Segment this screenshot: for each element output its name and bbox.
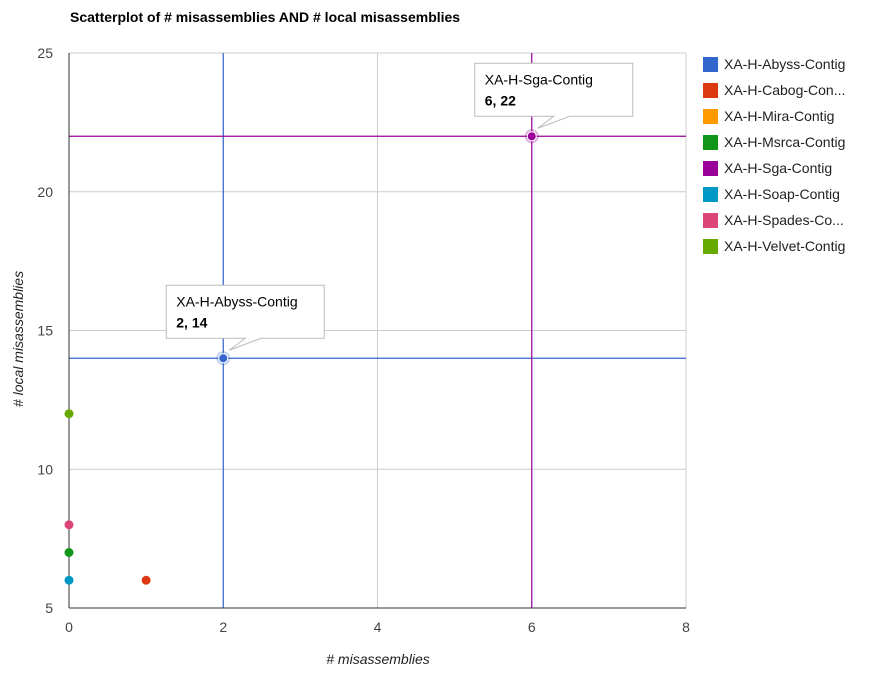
tooltip-box [165,284,325,351]
x-tick-label: 6 [528,619,536,635]
y-tick-label: 15 [37,323,53,339]
chart-title: Scatterplot of # misassemblies AND # loc… [70,9,461,25]
tooltip-value: 6, 22 [485,92,516,108]
y-tick-label: 25 [37,45,53,61]
legend-label: XA-H-Msrca-Contig [724,134,846,150]
data-point[interactable] [141,575,151,585]
legend-label: XA-H-Spades-Co... [724,212,844,228]
data-points [64,129,539,585]
legend-swatch [703,186,718,202]
legend-item[interactable]: XA-H-Cabog-Con... [703,77,845,103]
legend-label: XA-H-Cabog-Con... [724,82,846,98]
legend-swatch [703,56,718,72]
legend-item[interactable]: XA-H-Velvet-Contig [703,233,845,259]
legend-item[interactable]: XA-H-Soap-Contig [703,181,845,207]
data-point[interactable] [64,548,74,557]
legend-swatch [703,212,718,228]
legend-label: XA-H-Mira-Contig [724,108,835,124]
y-tick-label: 5 [45,600,53,616]
x-tick-label: 0 [65,619,73,635]
y-tick-label: 20 [37,184,53,200]
legend: XA-H-Abyss-Contig XA-H-Cabog-Con... XA-H-M… [703,51,845,259]
legend-swatch [703,82,718,98]
data-point[interactable] [64,575,74,585]
x-tick-label: 8 [682,619,690,635]
legend-item[interactable]: XA-H-Sga-Contig [703,155,845,181]
x-axis-title: # misassemblies [326,651,429,667]
legend-label: XA-H-Soap-Contig [724,186,840,202]
legend-swatch [703,134,718,150]
tooltips: XA-H-Abyss-Contig 2, 14 XA-H-Sga-Contig 6, … [165,62,634,351]
legend-swatch [703,238,718,254]
legend-swatch [703,160,718,176]
data-point[interactable] [64,520,74,530]
tooltip: XA-H-Abyss-Contig 2, 14 [165,284,325,351]
legend-label: XA-H-Abyss-Contig [724,56,846,72]
data-point[interactable] [526,131,537,142]
data-point[interactable] [218,353,229,364]
y-tick-label: 10 [37,461,53,477]
legend-swatch [703,108,718,124]
legend-item[interactable]: XA-H-Msrca-Contig [703,129,845,155]
x-tick-label: 2 [219,619,227,635]
tooltip-value: 2, 14 [176,314,207,330]
legend-item[interactable]: XA-H-Spades-Co... [703,207,845,233]
legend-item[interactable]: XA-H-Mira-Contig [703,103,845,129]
data-point[interactable] [64,409,74,419]
tooltip-series-label: XA-H-Abyss-Contig [176,293,297,309]
tooltip-series-label: XA-H-Sga-Contig [485,71,593,87]
legend-label: XA-H-Velvet-Contig [724,238,846,254]
x-tick-label: 4 [374,619,382,635]
axes: 0 2 4 6 8 5 10 15 20 25 [37,45,690,635]
y-axis-title: # local misassemblies [10,271,26,407]
legend-item[interactable]: XA-H-Abyss-Contig [703,51,845,77]
legend-label: XA-H-Sga-Contig [724,160,833,176]
tooltip: XA-H-Sga-Contig 6, 22 [474,62,634,129]
tooltip-box [474,62,634,129]
